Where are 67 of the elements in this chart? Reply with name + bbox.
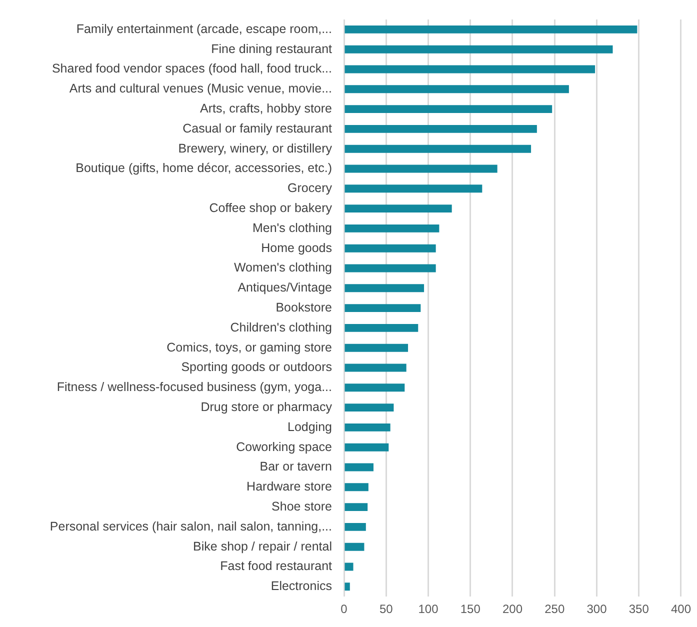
y-tick-label: Arts and cultural venues (Music venue, movie... [69,82,332,96]
x-tick-label: 100 [418,602,439,616]
x-tick-label: 200 [502,602,523,616]
y-tick-label: Boutique (gifts, home décor, accessories, etc.) [76,161,332,176]
bar [344,463,374,472]
y-tick-label: Brewery, winery, or distillery [178,141,333,156]
y-tick-label: Bike shop / repair / rental [193,539,332,554]
bar [344,384,405,392]
y-tick-label: Children's clothing [230,320,332,334]
y-tick-label: Bar or tavern [260,460,332,474]
bar [344,443,389,452]
bar [344,503,368,512]
bar [344,522,366,531]
y-tick-label: Personal services (hair salon, nail salon, tanning,... [50,519,332,534]
x-tick-label: 300 [586,602,608,616]
bar [344,404,394,412]
y-tick-label: Hardware store [246,480,332,494]
bar [344,85,569,94]
bar [344,324,418,332]
y-tick-label: Coffee shop or bakery [209,201,333,216]
y-tick-label: Sporting goods or outdoors [181,360,332,374]
y-tick-label: Family entertainment (arcade, escape room,... [76,22,332,36]
y-tick-label: Fine dining restaurant [211,42,333,56]
y-tick-label: Comics, toys, or gaming store [166,340,332,354]
bar [344,364,406,372]
x-tick-label: 0 [340,602,348,616]
bar [344,582,350,591]
bar [344,204,452,213]
bar [344,244,436,252]
bar [344,423,390,432]
bar [344,124,537,133]
y-tick-label: Arts, crafts, hobby store [200,102,332,116]
bar [344,164,498,173]
bar [344,65,596,74]
bar [344,264,436,272]
bar [344,25,638,34]
bar [344,105,552,114]
y-tick-label: Antiques/Vintage [238,280,332,295]
y-tick-label: Bookstore [276,300,332,315]
bar [344,224,440,232]
y-tick-label: Electronics [270,579,332,594]
bar [344,184,482,193]
y-tick-label: Shoe store [272,500,332,514]
y-tick-label: Lodging [288,420,332,434]
x-tick-label: 400 [670,602,692,616]
bar [344,144,532,153]
y-tick-label: Home goods [261,240,332,255]
bar [344,344,408,352]
bar [344,542,364,551]
y-tick-label: Fitness / wellness-focused business (gym, yoga... [56,380,332,394]
bar [344,45,613,54]
y-tick-label: Drug store or pharmacy [200,400,333,414]
bar [344,304,421,312]
y-tick-label: Coworking space [236,440,332,454]
x-tick-label: 50 [379,602,394,616]
y-tick-label: Shared food vendor spaces (food hall, food truck... [52,62,332,76]
y-tick-label: Grocery [288,181,333,196]
x-tick-label: 150 [460,602,481,616]
y-tick-label: Casual or family restaurant [182,121,333,136]
y-tick-label: Fast food restaurant [220,559,333,574]
bar [344,284,424,292]
bar [344,483,368,492]
x-tick-label: 250 [544,602,565,616]
y-tick-label: Men's clothing [252,220,332,235]
y-tick-label: Women's clothing [234,260,332,275]
bar [344,562,354,571]
x-tick-label: 350 [628,602,650,616]
